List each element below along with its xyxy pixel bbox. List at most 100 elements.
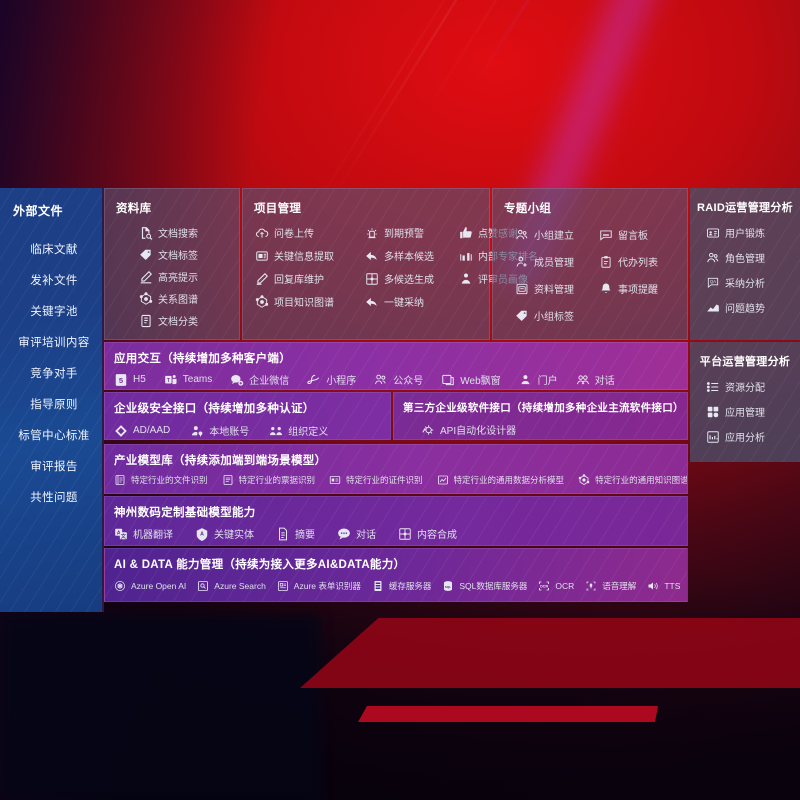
label: Web飘窗 — [460, 376, 501, 387]
sidebar-item-competitors[interactable]: 竞争对手 — [30, 367, 78, 380]
ai-item-azure-openai[interactable]: Azure Open AI — [114, 580, 186, 592]
tp-item-api-designer[interactable]: API自动化设计器 — [421, 422, 516, 437]
openai-icon — [114, 580, 126, 592]
app-item-dialog[interactable]: 对话 — [576, 372, 615, 387]
sidebar-item-review-report[interactable]: 审评报告 — [30, 460, 78, 473]
tg-item-item-reminder[interactable]: 事项提醒 — [599, 281, 687, 296]
cache-server-icon — [372, 580, 384, 592]
trend-chart-icon — [706, 301, 720, 315]
tg-item-member-management[interactable]: 成员管理 — [515, 254, 599, 269]
plat-item-app-analysis[interactable]: 应用分析 — [706, 429, 800, 444]
label: 角色管理 — [725, 254, 765, 265]
label: 到期预警 — [384, 229, 424, 240]
pm-item-one-click-adopt[interactable]: 一键采纳 — [365, 294, 457, 309]
pm-item-key-info-extract[interactable]: 关键信息提取 — [255, 248, 363, 263]
label: 摘要 — [295, 530, 315, 541]
voice-understand-icon — [585, 580, 597, 592]
ai-item-form-recognizer[interactable]: Azure 表单识别器 — [277, 580, 361, 592]
label: 采纳分析 — [725, 279, 765, 290]
grid-merge-icon — [365, 272, 379, 286]
app-item-teams[interactable]: T Teams — [164, 373, 212, 387]
label: 关系图谱 — [158, 295, 198, 306]
tg-item-material-management[interactable]: 资料管理 — [515, 281, 599, 296]
dcm-item-key-entity[interactable]: A 关键实体 — [195, 526, 254, 541]
app-item-web-float-window[interactable]: Web飘窗 — [441, 372, 501, 387]
wecom-chat-icon — [230, 373, 244, 387]
plat-item-app-management[interactable]: 应用管理 — [706, 404, 800, 419]
app-interaction-bar: 应用交互（持续增加多种客户端） 5 H5 T Teams 企业微信 小程序 — [104, 342, 688, 390]
ind-item-receipt-recognition[interactable]: 特定行业的票据识别 — [222, 474, 316, 486]
label: 关键信息提取 — [274, 252, 334, 263]
project-management-grid: 问卷上传 到期预警 点赞感谢 关键信息提取 多样本候选 — [255, 225, 538, 309]
app-item-h5[interactable]: 5 H5 — [114, 373, 146, 387]
ai-item-ocr[interactable]: OCR OCR — [538, 580, 574, 592]
sidebar-item-common-issues[interactable]: 共性问题 — [30, 491, 78, 504]
sidebar-item-guidelines[interactable]: 指导原则 — [30, 398, 78, 411]
label: TTS — [664, 581, 681, 591]
plat-item-resource-allocation[interactable]: 资源分配 — [706, 379, 800, 394]
tg-item-message-board[interactable]: 留言板 — [599, 227, 687, 242]
sidebar-item-standards-center[interactable]: 标管中心标准 — [18, 429, 90, 442]
tg-item-create-group[interactable]: 小组建立 — [515, 227, 599, 242]
label: AD/AAD — [133, 425, 171, 436]
app-item-wecom[interactable]: 企业微信 — [230, 372, 289, 387]
pm-item-project-knowledge-graph[interactable]: 项目知识图谱 — [255, 294, 363, 309]
app-item-mini-program[interactable]: 小程序 — [307, 372, 356, 387]
dcm-item-summary[interactable]: 摘要 — [276, 526, 315, 541]
sec-item-ad-aad[interactable]: AD/AAD — [114, 424, 170, 438]
kb-item-document-tag[interactable]: 文档标签 — [139, 247, 239, 262]
app-item-official-account[interactable]: 公众号 — [374, 372, 423, 387]
label: 特定行业的文件识别 — [131, 475, 208, 485]
tg-item-group-tag[interactable]: 小组标签 — [515, 308, 599, 323]
label: 对话 — [356, 530, 376, 541]
pm-item-expiry-alert[interactable]: 到期预警 — [365, 225, 457, 240]
kb-item-document-search[interactable]: 文档搜索 — [139, 225, 239, 240]
ai-data-bar: AI & DATA 能力管理（持续为接入更多AI&DATA能力） Azure O… — [104, 548, 688, 602]
document-search-icon — [139, 226, 153, 240]
third-party-interface-items: API自动化设计器 — [403, 422, 687, 437]
pm-item-multi-candidate-generate[interactable]: 多候选生成 — [365, 271, 457, 286]
ai-item-voice-understanding[interactable]: 语音理解 — [585, 580, 636, 592]
svg-text:A: A — [200, 531, 204, 537]
app-item-portal[interactable]: 门户 — [519, 372, 558, 387]
ind-item-file-recognition[interactable]: 特定行业的文件识别 — [114, 474, 208, 486]
raid-item-user-training[interactable]: 用户锻炼 — [706, 225, 800, 240]
tg-item-todo-list[interactable]: 代办列表 — [599, 254, 687, 269]
label: 用户锻炼 — [725, 229, 765, 240]
sec-item-local-account[interactable]: 本地账号 — [190, 423, 249, 438]
entity-badge-icon: A — [195, 527, 209, 541]
pm-item-questionnaire-upload[interactable]: 问卷上传 — [255, 225, 363, 240]
ai-item-azure-search[interactable]: Azure Search — [197, 580, 266, 592]
pm-item-reply-library-maintain[interactable]: 回复库维护 — [255, 271, 363, 286]
ind-item-id-recognition[interactable]: 特定行业的证件识别 — [329, 474, 423, 486]
kb-item-document-category[interactable]: 文档分类 — [139, 313, 239, 328]
label: 应用分析 — [725, 433, 765, 444]
kb-item-highlight[interactable]: 高亮提示 — [139, 269, 239, 284]
sec-item-org-definition[interactable]: 组织定义 — [269, 423, 328, 438]
portal-person-icon — [519, 373, 533, 387]
ocr-icon: OCR — [538, 580, 550, 592]
raid-item-issue-trend[interactable]: 问题趋势 — [706, 300, 800, 315]
label: 特定行业的票据识别 — [238, 475, 316, 485]
topic-group-panel: 专题小组 小组建立 留言板 成员管理 代办列表 — [492, 188, 688, 340]
raid-item-adoption-analysis[interactable]: QA 采纳分析 — [706, 275, 800, 290]
kb-item-relation-graph[interactable]: 关系图谱 — [139, 291, 239, 306]
dcm-item-content-synthesis[interactable]: 内容合成 — [398, 526, 457, 541]
ai-item-sql-database-server[interactable]: SQL SQL数据库服务器 — [442, 580, 527, 592]
ind-item-knowledge-graph-model[interactable]: 特定行业的通用知识图谱模型 — [578, 474, 687, 486]
sidebar-item-keyword-pool[interactable]: 关键字池 — [30, 305, 78, 318]
raid-item-role-management[interactable]: 角色管理 — [706, 250, 800, 265]
third-party-interface-bar: 第三方企业级软件接口（持续增加多种企业主流软件接口） API自动化设计器 — [393, 392, 688, 440]
ai-item-cache-server[interactable]: 缓存服务器 — [372, 580, 431, 592]
dcm-item-dialog[interactable]: 对话 — [337, 526, 376, 541]
person-key-icon — [190, 424, 204, 438]
pm-item-multi-sample-candidates[interactable]: 多样本候选 — [365, 248, 457, 263]
ai-item-tts[interactable]: TTS — [647, 580, 680, 592]
raid-analysis-list: 用户锻炼 角色管理 QA 采纳分析 问题趋势 — [706, 225, 800, 315]
sidebar-item-supplement-files[interactable]: 发补文件 — [30, 274, 78, 287]
ind-item-data-analysis-model[interactable]: 特定行业的通用数据分析模型 — [437, 474, 564, 486]
sidebar-item-review-training[interactable]: 审评培训内容 — [18, 336, 90, 349]
sidebar-item-clinical-literature[interactable]: 临床文献 — [30, 243, 78, 256]
